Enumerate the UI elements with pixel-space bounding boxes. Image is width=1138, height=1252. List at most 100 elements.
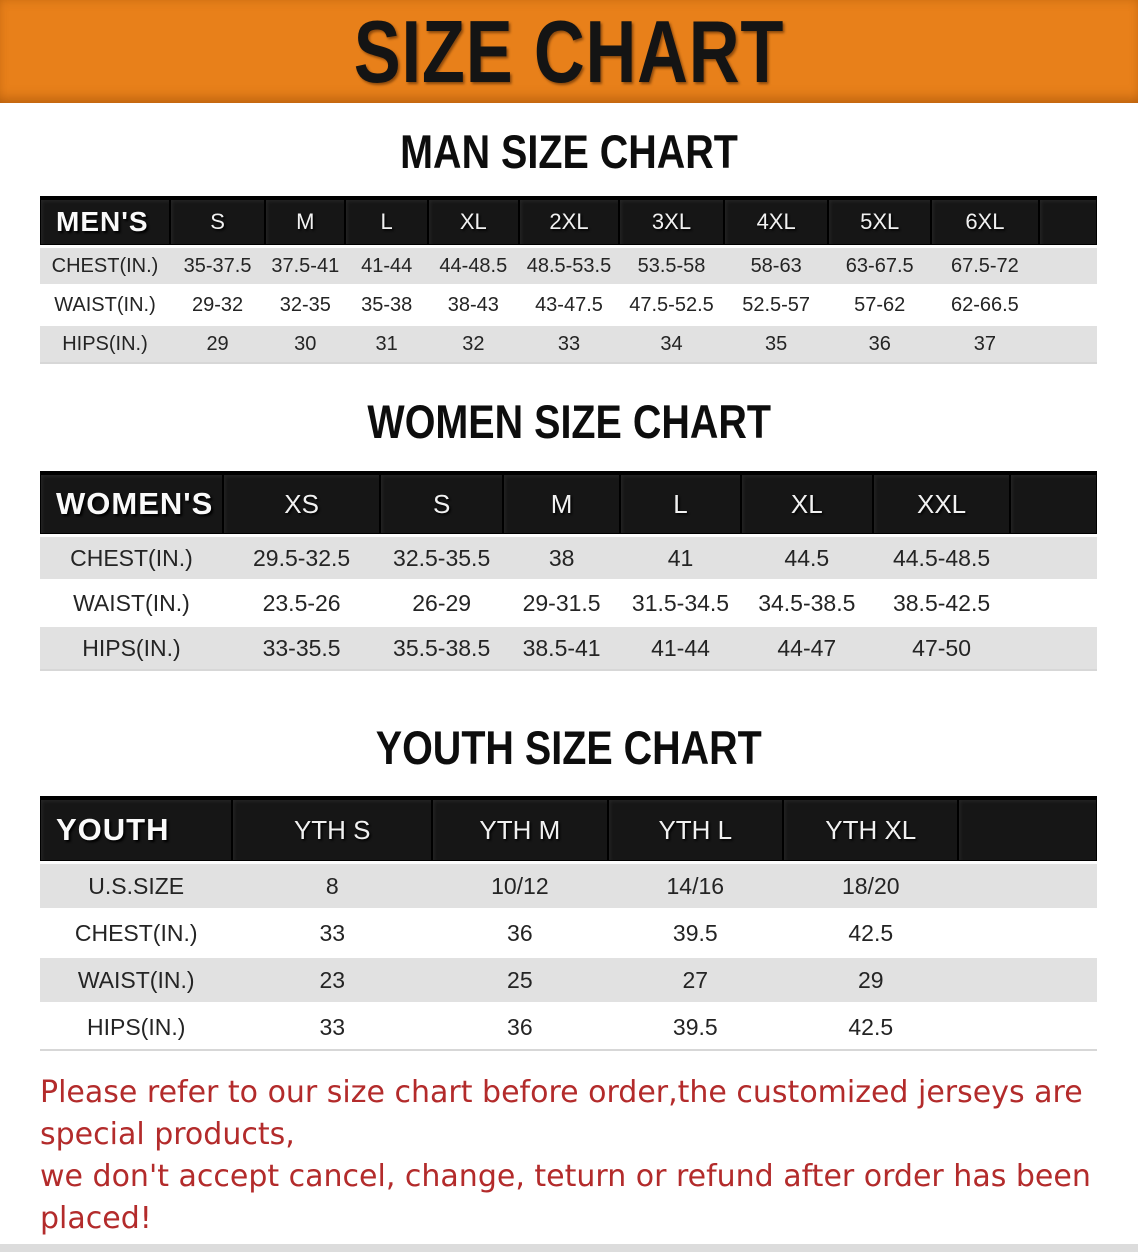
table-row: HIPS(IN.) 33 36 39.5 42.5 bbox=[40, 1003, 1097, 1051]
table-row: CHEST(IN.) 29.5-32.5 32.5-35.5 38 41 44.… bbox=[40, 535, 1097, 582]
size-value-cell: 23 bbox=[232, 956, 433, 1005]
size-value-cell: 47-50 bbox=[872, 625, 1011, 671]
size-value-cell: 44-47 bbox=[740, 625, 873, 671]
size-value-cell: 36 bbox=[828, 324, 931, 364]
size-value-cell: 23.5-26 bbox=[222, 580, 381, 627]
size-value-cell: 31.5-34.5 bbox=[620, 580, 741, 627]
table-row: HIPS(IN.) 29 30 31 32 33 34 35 36 37 bbox=[40, 324, 1097, 364]
size-column-header: M bbox=[502, 471, 621, 537]
table-row: WAIST(IN.) 29-32 32-35 35-38 38-43 43-47… bbox=[40, 285, 1097, 326]
size-value-cell: 44.5 bbox=[740, 535, 873, 582]
size-value-cell: 29 bbox=[170, 324, 266, 364]
size-value-cell: 34 bbox=[619, 324, 724, 364]
size-value-cell: 52.5-57 bbox=[723, 285, 829, 326]
row-label: HIPS(IN.) bbox=[40, 324, 170, 364]
spacer-cell bbox=[1010, 625, 1097, 671]
size-value-cell: 48.5-53.5 bbox=[518, 246, 620, 287]
row-label: U.S.SIZE bbox=[40, 862, 233, 911]
women-heading-text: WOMEN SIZE CHART bbox=[367, 394, 771, 448]
men-header-label: MEN'S bbox=[40, 196, 170, 248]
size-column-header: 5XL bbox=[828, 196, 931, 248]
size-value-cell: 26-29 bbox=[380, 580, 503, 627]
size-value-cell: 38-43 bbox=[427, 285, 519, 326]
table-row: CHEST(IN.) 33 36 39.5 42.5 bbox=[40, 909, 1097, 958]
size-value-cell: 33 bbox=[232, 909, 433, 958]
size-value-cell: 41 bbox=[620, 535, 741, 582]
size-column-header: 6XL bbox=[930, 196, 1039, 248]
size-value-cell: 14/16 bbox=[607, 862, 784, 911]
size-column-header: 3XL bbox=[619, 196, 724, 248]
row-label: WAIST(IN.) bbox=[40, 956, 233, 1005]
size-column-header: 4XL bbox=[723, 196, 829, 248]
men-section-heading: MAN SIZE CHART bbox=[0, 124, 1138, 178]
row-label: CHEST(IN.) bbox=[40, 909, 233, 958]
table-row: U.S.SIZE 8 10/12 14/16 18/20 bbox=[40, 862, 1097, 911]
size-value-cell: 35-37.5 bbox=[170, 246, 266, 287]
women-section-heading: WOMEN SIZE CHART bbox=[0, 394, 1138, 448]
size-value-cell: 41-44 bbox=[620, 625, 741, 671]
size-value-cell: 67.5-72 bbox=[930, 246, 1039, 287]
youth-section-heading: YOUTH SIZE CHART bbox=[0, 724, 1138, 771]
size-value-cell: 29-32 bbox=[170, 285, 266, 326]
size-value-cell: 34.5-38.5 bbox=[740, 580, 873, 627]
size-value-cell: 32 bbox=[427, 324, 519, 364]
size-value-cell: 42.5 bbox=[783, 909, 959, 958]
men-size-table: MEN'S S M L XL 2XL 3XL 4XL 5XL 6XL CHEST… bbox=[40, 196, 1097, 364]
size-value-cell: 25 bbox=[432, 956, 608, 1005]
spacer-cell bbox=[958, 1003, 1097, 1051]
size-column-header: XL bbox=[740, 471, 873, 537]
size-column-header: XXL bbox=[872, 471, 1011, 537]
size-value-cell: 63-67.5 bbox=[828, 246, 931, 287]
size-value-cell: 53.5-58 bbox=[619, 246, 724, 287]
size-value-cell: 44.5-48.5 bbox=[872, 535, 1011, 582]
size-column-header: S bbox=[170, 196, 266, 248]
size-column-header: XL bbox=[427, 196, 519, 248]
size-value-cell: 29.5-32.5 bbox=[222, 535, 381, 582]
size-value-cell: 35-38 bbox=[345, 285, 428, 326]
men-header-row: MEN'S S M L XL 2XL 3XL 4XL 5XL 6XL bbox=[40, 196, 1097, 248]
size-value-cell: 10/12 bbox=[432, 862, 608, 911]
size-value-cell: 32-35 bbox=[265, 285, 346, 326]
spacer-cell bbox=[1038, 285, 1097, 326]
men-heading-text: MAN SIZE CHART bbox=[400, 124, 738, 178]
spacer-cell bbox=[958, 796, 1097, 864]
spacer-cell bbox=[1038, 196, 1097, 248]
size-value-cell: 57-62 bbox=[828, 285, 931, 326]
row-label: WAIST(IN.) bbox=[40, 285, 170, 326]
women-size-table: WOMEN'S XS S M L XL XXL CHEST(IN.) 29.5-… bbox=[40, 471, 1097, 671]
size-value-cell: 33 bbox=[232, 1003, 433, 1051]
spacer-cell bbox=[1038, 324, 1097, 364]
youth-size-table: YOUTH YTH S YTH M YTH L YTH XL U.S.SIZE … bbox=[40, 796, 1097, 1051]
bottom-edge-strip bbox=[0, 1244, 1138, 1252]
size-value-cell: 27 bbox=[607, 956, 784, 1005]
size-value-cell: 43-47.5 bbox=[518, 285, 620, 326]
size-value-cell: 32.5-35.5 bbox=[380, 535, 503, 582]
size-value-cell: 29 bbox=[783, 956, 959, 1005]
size-value-cell: 62-66.5 bbox=[930, 285, 1039, 326]
spacer-cell bbox=[958, 909, 1097, 958]
size-value-cell: 42.5 bbox=[783, 1003, 959, 1051]
women-header-row: WOMEN'S XS S M L XL XXL bbox=[40, 471, 1097, 537]
youth-header-row: YOUTH YTH S YTH M YTH L YTH XL bbox=[40, 796, 1097, 864]
table-row: WAIST(IN.) 23.5-26 26-29 29-31.5 31.5-34… bbox=[40, 580, 1097, 627]
disclaimer-text: Please refer to our size chart before or… bbox=[40, 1072, 1138, 1240]
spacer-cell bbox=[1010, 580, 1097, 627]
spacer-cell bbox=[1038, 246, 1097, 287]
table-row: WAIST(IN.) 23 25 27 29 bbox=[40, 956, 1097, 1005]
spacer-cell bbox=[958, 956, 1097, 1005]
size-value-cell: 31 bbox=[345, 324, 428, 364]
size-column-header: M bbox=[265, 196, 346, 248]
size-value-cell: 37.5-41 bbox=[265, 246, 346, 287]
size-value-cell: 36 bbox=[432, 909, 608, 958]
size-column-header: YTH XL bbox=[783, 796, 959, 864]
size-value-cell: 41-44 bbox=[345, 246, 428, 287]
size-value-cell: 58-63 bbox=[723, 246, 829, 287]
size-column-header: YTH S bbox=[232, 796, 433, 864]
table-row: HIPS(IN.) 33-35.5 35.5-38.5 38.5-41 41-4… bbox=[40, 625, 1097, 671]
disclaimer-line-2: we don't accept cancel, change, teturn o… bbox=[40, 1159, 1091, 1236]
spacer-cell bbox=[1010, 535, 1097, 582]
banner-title: SIZE CHART bbox=[353, 1, 785, 101]
row-label: HIPS(IN.) bbox=[40, 625, 223, 671]
disclaimer-line-1: Please refer to our size chart before or… bbox=[40, 1075, 1083, 1152]
size-column-header: YTH L bbox=[607, 796, 784, 864]
